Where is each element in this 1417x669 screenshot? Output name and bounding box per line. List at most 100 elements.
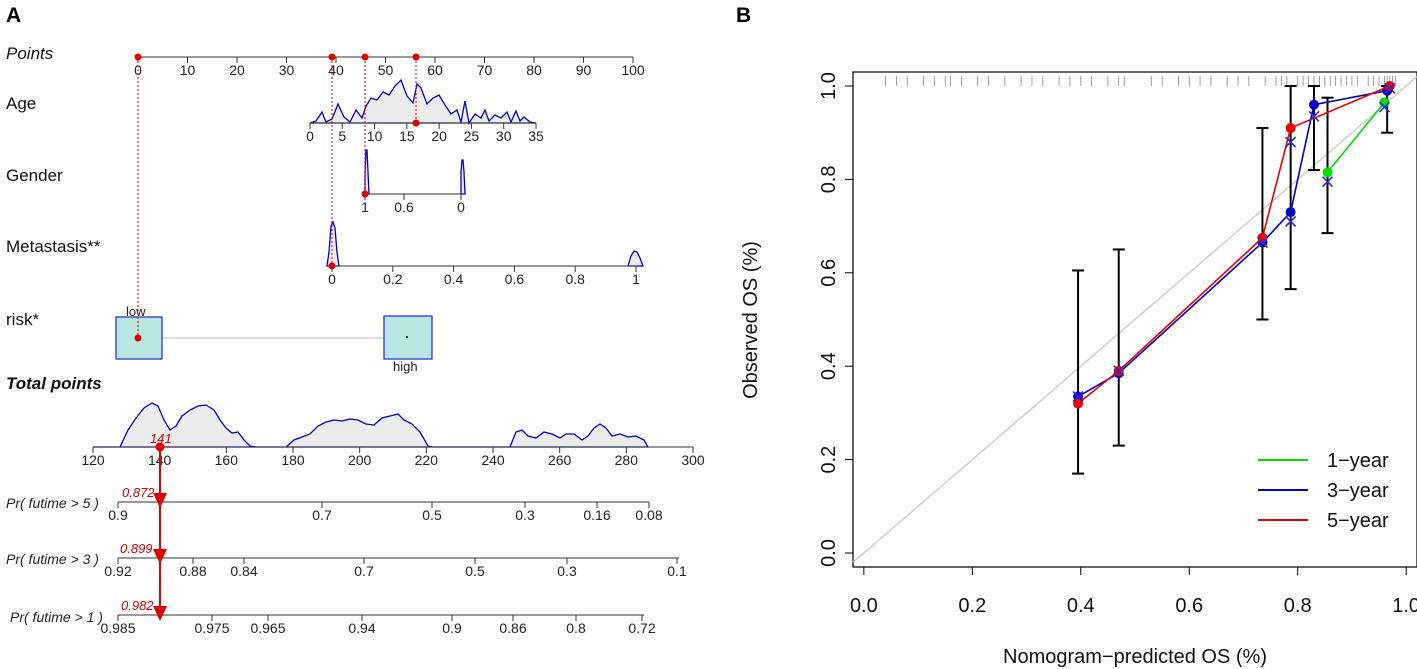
cross-marker-0 <box>1072 390 1084 403</box>
metastasis-ticks: 0 0.2 0.4 0.6 0.8 1 <box>328 266 640 287</box>
pr1-ticks: 0.985 0.975 0.965 0.94 0.9 0.86 0.8 0.72 <box>100 615 656 636</box>
age-tick-label-7: 35 <box>528 128 544 144</box>
age-density <box>309 78 537 125</box>
cross-marker-2 <box>1256 236 1269 249</box>
pr3-tick-label-6: 0.1 <box>667 563 687 579</box>
legend-label-1-year: 1−year <box>1327 450 1389 472</box>
cross-marker-6 <box>1321 176 1334 188</box>
metastasis-tick-label-2: 0.4 <box>444 271 464 287</box>
y-tick-label-1: 0.2 <box>818 446 840 474</box>
gender-tick-label-1: 0.6 <box>394 199 414 215</box>
x-tick-label-4: 0.8 <box>1284 595 1312 617</box>
error-bar-2 <box>1256 127 1269 321</box>
panel-b-label: B <box>736 4 751 27</box>
age-tick-label-0: 0 <box>306 128 314 144</box>
pr3-ticks: 0.92 0.88 0.84 0.7 0.5 0.3 0.1 <box>104 558 687 579</box>
series-point-5-year-3 <box>1285 123 1296 134</box>
age-label: Age <box>6 94 36 113</box>
metastasis-value-dot <box>328 262 336 270</box>
pr1-tick-label-5: 0.86 <box>499 620 526 636</box>
y-tick-label-4: 0.8 <box>818 165 840 193</box>
error-bar-4 <box>1307 85 1320 172</box>
plot-frame <box>852 71 1417 568</box>
pr3-label: Pr( futime > 3 ) <box>6 551 99 567</box>
cross-stroke-b-1 <box>1113 365 1125 377</box>
cross-stroke-b-2 <box>1256 236 1269 249</box>
pr5-label: Pr( futime > 5 ) <box>6 495 99 511</box>
error-bar-5 <box>1321 96 1334 235</box>
pr5-tick-label-5: 0.08 <box>635 507 662 523</box>
y-tick-label-2: 0.4 <box>818 352 840 380</box>
series-line-3-year <box>1077 89 1388 398</box>
pr1-tick-label-4: 0.9 <box>442 620 462 636</box>
points-tick-label-2: 20 <box>229 62 245 78</box>
pr3-value: 0.899 <box>120 541 153 556</box>
cross-stroke-b-0 <box>1072 390 1084 403</box>
pr1-tick-label-6: 0.8 <box>566 620 586 636</box>
x-tick-label-1: 0.2 <box>958 595 986 617</box>
total-tick-label-7: 260 <box>548 452 572 468</box>
cross-marker-1 <box>1113 365 1125 377</box>
points-tick-label-6: 60 <box>427 62 443 78</box>
metastasis-tick-label-0: 0 <box>328 271 336 287</box>
points-dot-age <box>412 53 420 61</box>
panel-a-label: A <box>6 4 21 27</box>
pr3-arrow <box>153 549 167 564</box>
risk-low-label: low <box>126 304 146 319</box>
total-tick-label-8: 280 <box>615 452 639 468</box>
metastasis-tick-label-4: 0.8 <box>565 271 585 287</box>
total-points-value: 141 <box>150 431 172 446</box>
metastasis-tick-label-3: 0.6 <box>505 271 525 287</box>
nomogram-panel: A Points Age Gender Metastasis** risk* T… <box>6 4 705 636</box>
total-tick-label-0: 120 <box>81 452 105 468</box>
age-ticks: 0 5 10 15 20 25 30 35 <box>306 123 544 144</box>
pr5-value: 0.872 <box>122 485 155 500</box>
gender-tick-label-0: 1 <box>361 199 369 215</box>
points-ticks: 0 10 20 30 40 50 60 70 80 90 100 <box>134 57 645 78</box>
cross-stroke-b-5 <box>1308 110 1320 122</box>
total-points-ticks: 120140160180200220240260280300 <box>81 447 705 468</box>
calibration-axes: 0.0 0.2 0.4 0.6 0.8 1.0 0.0 0.2 0.4 0.6 0.8 1.0 <box>818 72 1417 617</box>
total-points-label: Total points <box>6 374 102 393</box>
points-dot-metastasis <box>328 53 336 61</box>
gender-label: Gender <box>6 166 63 185</box>
age-tick-label-6: 30 <box>496 128 512 144</box>
points-tick-label-1: 10 <box>180 62 196 78</box>
gender-density-female <box>460 159 466 195</box>
pr5-tick-label-4: 0.16 <box>583 507 610 523</box>
legend-label-3-year: 3−year <box>1327 480 1389 502</box>
selected-points <box>134 53 420 452</box>
points-tick-label-3: 30 <box>279 62 295 78</box>
pr5-tick-label-3: 0.3 <box>515 507 535 523</box>
cross-marker-8 <box>1384 82 1396 94</box>
age-tick-label-5: 25 <box>464 128 480 144</box>
pr1-tick-label-3: 0.94 <box>348 620 375 636</box>
y-tick-label-0: 0.0 <box>818 539 840 567</box>
diagonal-reference-line <box>852 76 1417 563</box>
cross-stroke-b-4 <box>1285 136 1297 148</box>
x-axis-label: Nomogram−predicted OS (%) <box>1003 646 1267 668</box>
error-bar-0 <box>1072 269 1085 475</box>
total-tick-label-5: 220 <box>415 452 439 468</box>
points-tick-label-4: 40 <box>328 62 344 78</box>
age-value-dot <box>412 119 420 127</box>
cross-stroke-b-3 <box>1285 215 1297 227</box>
series-line-1-year <box>1326 101 1386 173</box>
series-line-5-year <box>1077 85 1391 405</box>
pr5-arrow <box>153 493 167 508</box>
risk-high-dot <box>406 336 408 338</box>
gender-ticks: 1 0.6 0 <box>361 194 465 215</box>
pr5-tick-label-1: 0.7 <box>312 507 332 523</box>
metastasis-label: Metastasis** <box>6 237 101 256</box>
series-point-1-year-0 <box>1322 167 1333 178</box>
rug-marks <box>885 76 1396 86</box>
age-tick-label-4: 20 <box>431 128 447 144</box>
points-dot-risk <box>134 53 142 61</box>
total-tick-label-2: 160 <box>215 452 239 468</box>
age-tick-label-1: 5 <box>338 128 346 144</box>
metastasis-density-0 <box>326 220 340 267</box>
pr1-arrow <box>153 606 167 621</box>
y-tick-label-5: 1.0 <box>818 72 840 100</box>
legend: 1−year 3−year 5−year <box>1258 450 1389 532</box>
